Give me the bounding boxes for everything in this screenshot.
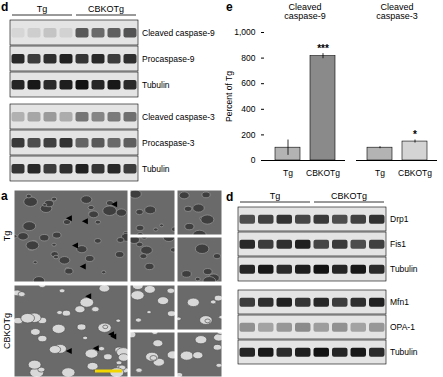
svg-text:d: d	[1, 0, 8, 14]
svg-text:CBKOTg: CBKOTg	[331, 191, 367, 201]
svg-text:Fis1: Fis1	[390, 239, 406, 249]
svg-text:Drp1: Drp1	[390, 214, 409, 224]
svg-text:Cleaved caspase-9: Cleaved caspase-9	[142, 28, 215, 38]
svg-text:600: 600	[241, 78, 255, 88]
svg-text:Cleaved caspase-3: Cleaved caspase-3	[142, 112, 215, 122]
svg-text:Procaspase-9: Procaspase-9	[142, 54, 195, 64]
svg-text:Tubulin: Tubulin	[142, 164, 170, 174]
svg-text:e: e	[226, 0, 233, 14]
svg-text:OPA-1: OPA-1	[390, 322, 415, 332]
svg-text:Tubulin: Tubulin	[390, 264, 418, 274]
svg-text:CBKOTg: CBKOTg	[2, 313, 12, 349]
svg-text:Tubulin: Tubulin	[142, 80, 170, 90]
svg-text:***: ***	[317, 43, 329, 54]
svg-text:1,000: 1,000	[234, 27, 256, 37]
svg-text:Tg: Tg	[375, 168, 385, 178]
svg-text:Percent of Tg: Percent of Tg	[224, 71, 234, 122]
svg-text:Cleavedcaspase-9: Cleavedcaspase-9	[284, 2, 326, 21]
svg-text:d: d	[226, 190, 233, 204]
svg-text:200: 200	[241, 130, 255, 140]
svg-text:Mfn1: Mfn1	[390, 297, 409, 307]
svg-text:Procaspase-3: Procaspase-3	[142, 138, 195, 148]
svg-text:400: 400	[241, 104, 255, 114]
svg-text:Tg: Tg	[2, 231, 12, 242]
svg-text:0: 0	[251, 155, 256, 165]
svg-text:*: *	[413, 129, 417, 140]
svg-text:Cleavedcaspase-3: Cleavedcaspase-3	[376, 2, 418, 21]
svg-text:800: 800	[241, 53, 255, 63]
svg-text:CBKOTg: CBKOTg	[306, 168, 340, 178]
svg-text:CBKOTg: CBKOTg	[398, 168, 432, 178]
svg-text:Tg: Tg	[283, 168, 293, 178]
svg-text:Tg: Tg	[270, 191, 281, 201]
svg-text:a: a	[1, 189, 8, 203]
svg-text:Tg: Tg	[37, 4, 48, 14]
svg-text:CBKOTg: CBKOTg	[88, 4, 124, 14]
svg-text:Tubulin: Tubulin	[390, 347, 418, 357]
